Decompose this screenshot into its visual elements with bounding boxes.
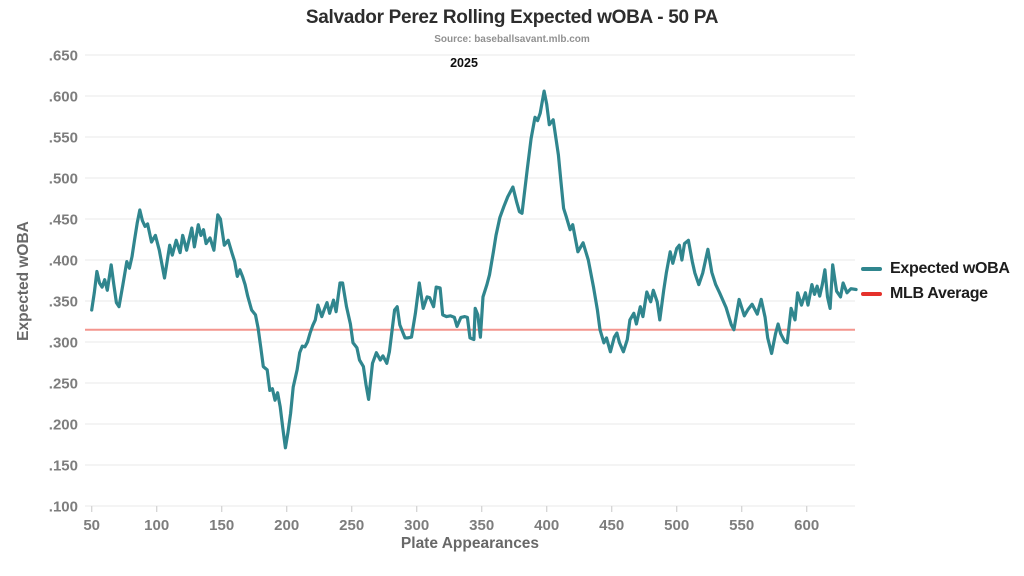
x-tick-label: 450: [599, 517, 624, 534]
x-axis-title: Plate Appearances: [401, 535, 539, 552]
y-tick-label: .450: [49, 212, 78, 229]
y-tick-label: .650: [49, 48, 78, 65]
x-tick-label: 300: [404, 517, 429, 534]
x-tick-label: 100: [144, 517, 169, 534]
y-tick-label: .350: [49, 294, 78, 311]
y-tick-label: .400: [49, 253, 78, 270]
y-tick-label: .550: [49, 130, 78, 147]
mlb-average-line-swatch: [861, 291, 882, 297]
x-tick-label: 250: [339, 517, 364, 534]
x-tick-label: 150: [209, 517, 234, 534]
y-axis-title: Expected wOBA: [15, 221, 32, 341]
x-tick-label: 600: [794, 517, 819, 534]
y-tick-label: .300: [49, 335, 78, 352]
legend: Expected wOBA MLB Average: [861, 260, 1010, 303]
chart-title: Salvador Perez Rolling Expected wOBA - 5…: [305, 7, 719, 28]
y-tick-label: .100: [49, 499, 78, 516]
legend-item-mlb-average: MLB Average: [861, 285, 1010, 303]
legend-label-mlb-average: MLB Average: [890, 285, 988, 302]
y-tick-label: .150: [49, 458, 78, 475]
source-caption: Source: baseballsavant.mlb.com: [434, 34, 590, 45]
legend-label-expected-woba: Expected wOBA: [890, 260, 1010, 277]
legend-item-expected-woba: Expected wOBA: [861, 260, 1010, 278]
y-tick-label: .200: [49, 417, 78, 434]
expected-woba-line: [90, 89, 858, 450]
x-tick-label: 400: [534, 517, 559, 534]
expected-woba-line-swatch: [861, 266, 882, 272]
x-tick-label: 550: [729, 517, 754, 534]
y-tick-label: .600: [49, 89, 78, 106]
x-tick-label: 50: [83, 517, 100, 534]
x-tick-label: 350: [469, 517, 494, 534]
x-tick-label: 500: [664, 517, 689, 534]
x-tick-label: 200: [274, 517, 299, 534]
season-annotation: 2025: [450, 56, 478, 70]
y-tick-label: .250: [49, 376, 78, 393]
y-tick-label: .500: [49, 171, 78, 188]
